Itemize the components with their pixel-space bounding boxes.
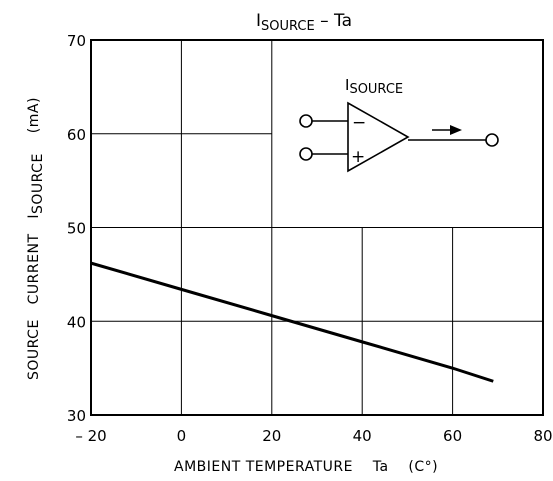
x-tick-label: 80 — [533, 427, 552, 445]
chart-title-main: I — [256, 11, 261, 31]
chart-title: ISOURCE – Ta — [256, 11, 352, 34]
y-axis-label-sub: SOURCE — [30, 153, 46, 214]
opamp-triangle — [347, 101, 410, 173]
current-arrow-head — [450, 125, 462, 135]
chart-title-rest: – Ta — [315, 11, 352, 31]
opamp-input-plus-terminal — [299, 147, 313, 161]
y-axis-label: SOURCE CURRENT ISOURCE (mA) — [26, 97, 46, 380]
opamp-input-minus-terminal — [299, 114, 313, 128]
series-line — [90, 261, 494, 383]
y-tick-label: 60 — [67, 126, 86, 144]
plot-frame — [90, 39, 544, 416]
y-tick-label: 30 — [67, 407, 86, 425]
opamp-plus-sign: + — [351, 147, 365, 167]
x-axis-label: AMBIENT TEMPERATURE Ta (C°) — [174, 459, 438, 475]
y-axis-label-main: SOURCE CURRENT I — [26, 214, 42, 380]
tick-labels: – 20 0 20 40 60 80 30 40 50 60 70 — [67, 32, 553, 445]
x-tick-label: 60 — [443, 427, 462, 445]
x-tick-label: – 20 — [75, 427, 106, 445]
opamp-output-terminal — [485, 133, 499, 147]
x-tick-label: 0 — [177, 427, 187, 445]
opamp-inset: ISOURCE − + — [299, 76, 499, 173]
gridlines — [91, 40, 543, 415]
y-tick-label: 70 — [67, 32, 86, 50]
y-tick-label: 40 — [67, 313, 86, 331]
opamp-minus-sign: − — [352, 113, 366, 133]
y-axis-label-unit: (mA) — [26, 97, 42, 133]
inset-label-sub: SOURCE — [349, 82, 403, 97]
chart-title-sub: SOURCE — [261, 19, 315, 34]
inset-label-main: I — [345, 76, 349, 94]
x-tick-label: 40 — [353, 427, 372, 445]
y-tick-label: 50 — [67, 220, 86, 238]
inset-label: ISOURCE — [345, 76, 403, 97]
x-tick-label: 20 — [262, 427, 281, 445]
series-group — [90, 261, 494, 383]
